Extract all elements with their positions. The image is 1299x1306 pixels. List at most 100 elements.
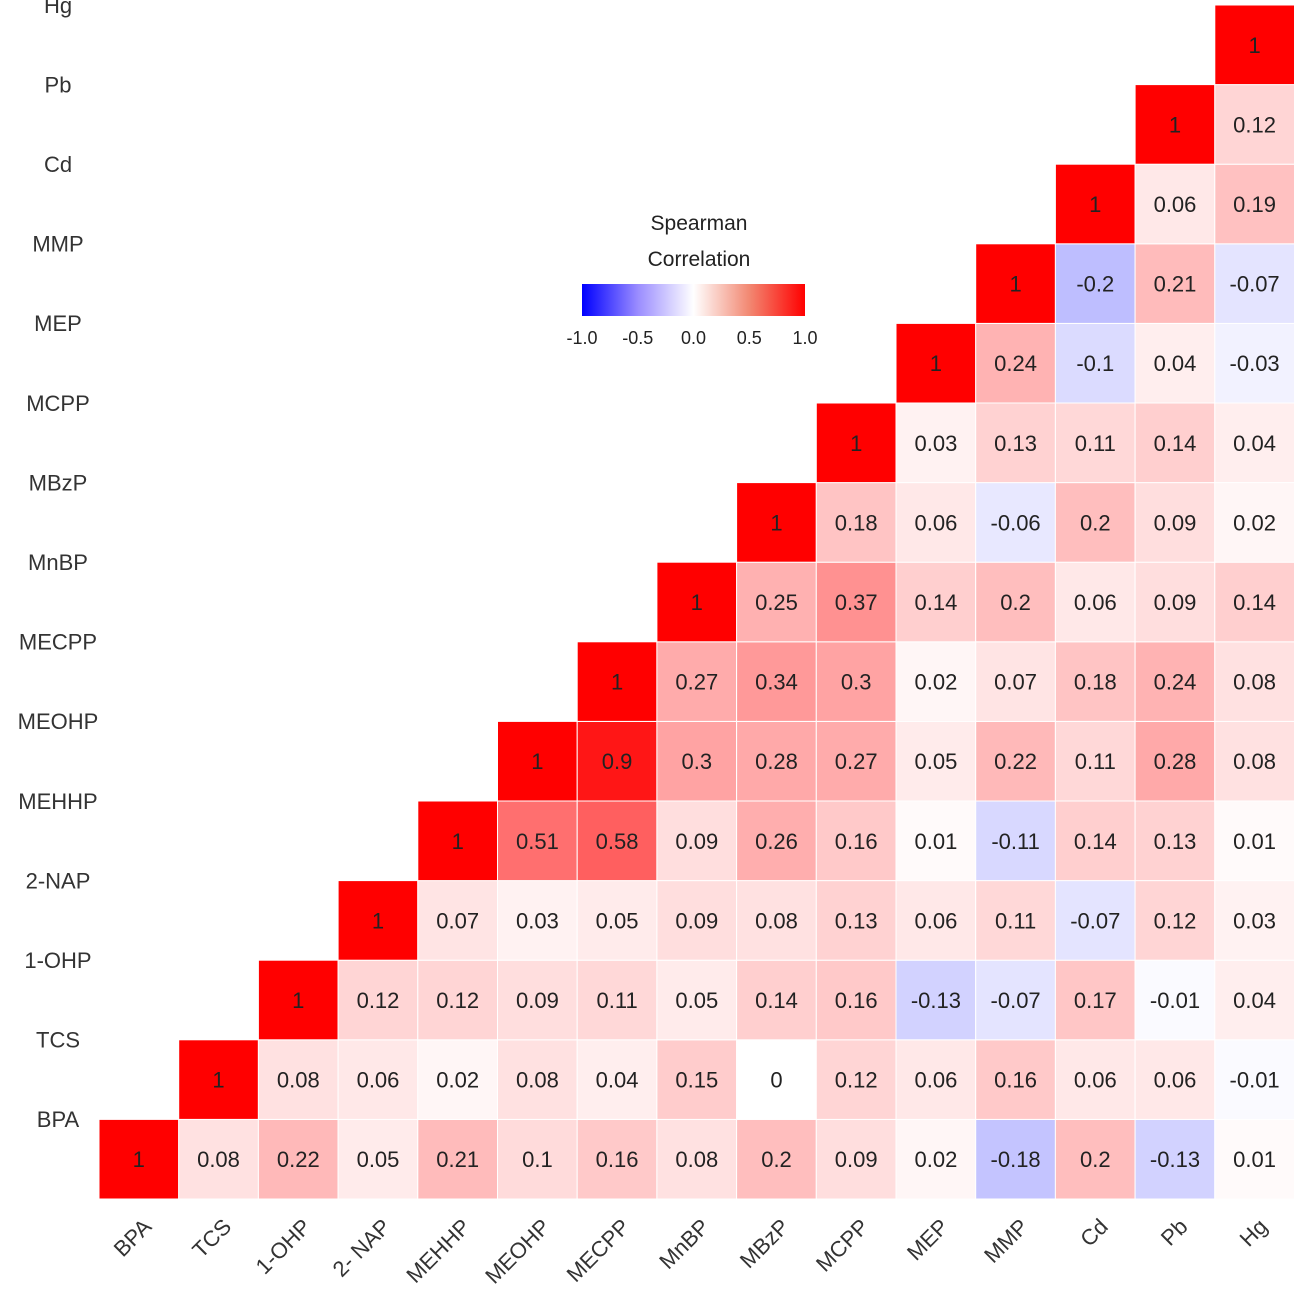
x-tick-label-Pb: Pb [1156,1214,1193,1251]
cell-value-MMP-Cd: -0.2 [1076,272,1114,297]
x-tick-label-Hg: Hg [1235,1214,1273,1252]
cell-value-MBzP-Cd: 0.2 [1080,510,1111,535]
heatmap-cell-2-NAP-Pb [1134,880,1216,961]
heatmap-cell-BPA-MEHHP [417,1118,498,1200]
heatmap-cell-MMP-Hg [1214,243,1296,324]
cell-value-MMP-MMP: 1 [1009,272,1021,297]
cell-value-MEHHP-MBzP: 0.26 [755,829,798,854]
cell-value-MnBP-Cd: 0.06 [1074,590,1117,615]
cell-value-MBzP-MEP: 0.06 [914,510,957,535]
heatmap-cell-MCPP-Pb [1134,402,1216,484]
x-tick-label-MCPP: MCPP [811,1214,874,1277]
cell-value-TCS-MBzP: 0 [770,1068,782,1093]
legend-tick--0.5: -0.5 [622,328,653,348]
heatmap-cell-MnBP-MBzP [736,561,817,643]
y-tick-label-MEP: MEP [34,311,82,336]
cell-value-BPA-MCPP: 0.09 [835,1147,878,1172]
heatmap-cell-1-OHP-MCPP [815,959,897,1041]
heatmap-cell-TCS-Pb [1134,1039,1216,1120]
cell-value-2-NAP-MEHHP: 0.07 [436,908,479,933]
heatmap-cell-MBzP-Cd [1054,482,1136,563]
cell-value-1-OHP-Hg: 0.04 [1233,988,1276,1013]
cell-value-MnBP-Pb: 0.09 [1154,590,1197,615]
cell-value-1-OHP-Pb: -0.01 [1150,988,1200,1013]
heatmap-cell-MEHHP-Pb [1134,800,1216,882]
cell-value-2-NAP-MEP: 0.06 [914,908,957,933]
heatmap-cell-BPA-Hg [1214,1118,1296,1200]
y-tick-label-MEHHP: MEHHP [18,789,97,814]
cell-value-MBzP-Pb: 0.09 [1154,510,1197,535]
y-tick-label-MBzP: MBzP [29,470,88,495]
heatmap-cell-MEHHP-MnBP [656,800,738,882]
y-tick-label-2-NAP: 2-NAP [26,868,91,893]
cell-value-MEOHP-MEOHP: 1 [531,749,543,774]
cell-value-MEP-Pb: 0.04 [1154,351,1197,376]
cell-value-1-OHP-MnBP: 0.05 [675,988,718,1013]
heatmap-cell-MnBP-Hg [1214,561,1296,643]
cell-value-MEOHP-MMP: 0.22 [994,749,1037,774]
cell-value-MEP-MMP: 0.24 [994,351,1037,376]
cell-value-MECPP-Cd: 0.18 [1074,670,1117,695]
cell-value-MEHHP-MCPP: 0.16 [835,829,878,854]
cell-value-MEHHP-Pb: 0.13 [1154,829,1197,854]
cell-value-2-NAP-Cd: -0.07 [1070,908,1120,933]
cell-value-2-NAP-MEOHP: 0.03 [516,908,559,933]
cell-value-Pb-Hg: 0.12 [1233,112,1276,137]
heatmap-cell-MEHHP-MEHHP [417,800,498,882]
heatmap-cell-MEOHP-MEOHP [497,720,578,802]
cell-value-Cd-Pb: 0.06 [1154,192,1197,217]
cell-value-MEP-Hg: -0.03 [1230,351,1280,376]
legend-tick-1.0: 1.0 [792,328,817,348]
x-tick-label-MEHHP: MEHHP [401,1214,475,1288]
cell-value-MnBP-MMP: 0.2 [1000,590,1031,615]
y-tick-label-Pb: Pb [45,72,72,97]
cell-value-MCPP-MCPP: 1 [850,431,862,456]
heatmap-cell-2-NAP-Hg [1214,880,1296,961]
heatmap-cell-TCS-MEOHP [497,1039,578,1120]
cell-value-BPA-MEOHP: 0.1 [522,1147,553,1172]
cell-value-Pb-Pb: 1 [1169,112,1181,137]
cell-value-TCS-Cd: 0.06 [1074,1068,1117,1093]
cell-value-MECPP-Pb: 0.24 [1154,670,1197,695]
cell-value-MECPP-MECPP: 1 [611,670,623,695]
cell-value-2-NAP-MnBP: 0.09 [675,908,718,933]
cell-value-TCS-TCS: 1 [212,1068,224,1093]
cell-value-MnBP-Hg: 0.14 [1233,590,1276,615]
heatmap-cell-TCS-MECPP [576,1039,658,1120]
heatmap-cell-MEOHP-Hg [1214,720,1296,802]
cell-value-MnBP-MCPP: 0.37 [835,590,878,615]
cell-value-1-OHP-1-OHP: 1 [292,988,304,1013]
heatmap-cell-MnBP-MCPP [815,561,897,643]
cell-value-BPA-MEP: 0.02 [914,1147,957,1172]
cell-value-MEOHP-MBzP: 0.28 [755,749,798,774]
y-tick-label-Cd: Cd [44,152,72,177]
cell-value-2-NAP-MBzP: 0.08 [755,908,798,933]
heatmap-cell-1-OHP-MECPP [576,959,658,1041]
heatmap-cell-BPA-2-NAP [337,1118,419,1200]
cell-value-MECPP-MnBP: 0.27 [675,670,718,695]
heatmap-cell-Cd-Hg [1214,163,1296,245]
cell-value-MCPP-MMP: 0.13 [994,431,1037,456]
heatmap-cell-MnBP-MMP [975,561,1056,643]
cell-value-1-OHP-MEOHP: 0.09 [516,988,559,1013]
heatmap-cell-MMP-MMP [975,243,1056,324]
legend-tick--1.0: -1.0 [566,328,597,348]
heatmap-cell-MEP-MMP [975,322,1056,404]
cell-value-TCS-MnBP: 0.15 [675,1068,718,1093]
heatmap-cell-2-NAP-MECPP [576,880,658,961]
heatmap-cell-MnBP-Pb [1134,561,1216,643]
heatmap-cell-BPA-TCS [178,1118,259,1200]
cell-value-MEOHP-Hg: 0.08 [1233,749,1276,774]
x-tick-label-MECPP: MECPP [562,1214,635,1287]
heatmap-cell-1-OHP-MBzP [736,959,817,1041]
heatmap-cell-BPA-MnBP [656,1118,738,1200]
heatmap-cell-2-NAP-MCPP [815,880,897,961]
cell-value-BPA-2-NAP: 0.05 [357,1147,400,1172]
heatmap-cell-MEHHP-Hg [1214,800,1296,882]
cell-value-MEP-Cd: -0.1 [1076,351,1114,376]
cell-value-BPA-MEHHP: 0.21 [436,1147,479,1172]
cell-value-TCS-MMP: 0.16 [994,1068,1037,1093]
cell-value-1-OHP-MMP: -0.07 [991,988,1041,1013]
heatmap-cell-MBzP-Pb [1134,482,1216,563]
cell-value-2-NAP-2-NAP: 1 [372,908,384,933]
